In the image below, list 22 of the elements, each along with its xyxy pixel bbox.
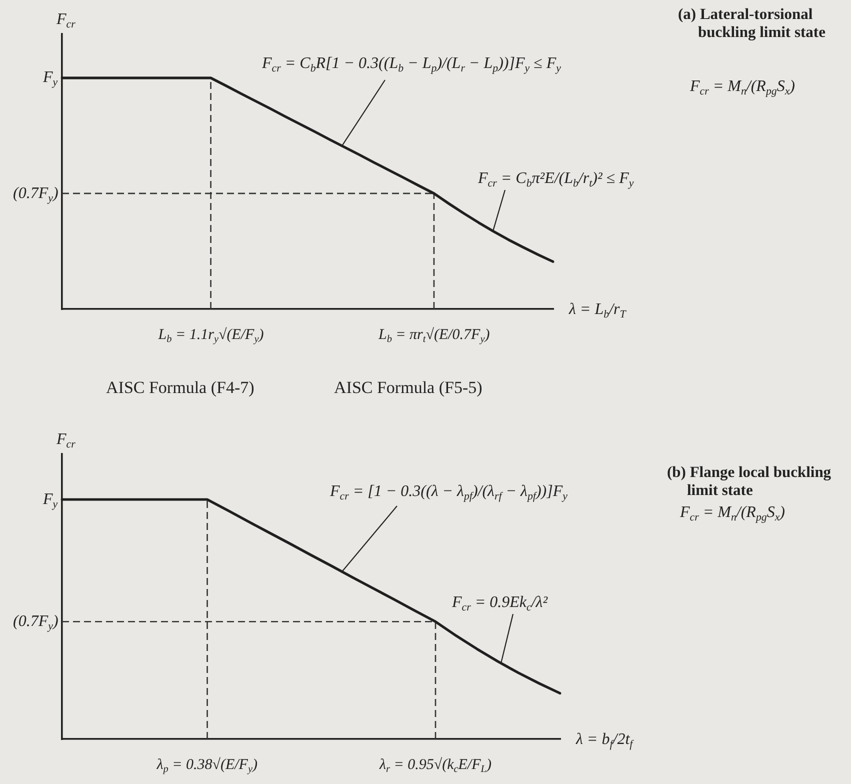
text: AISC Formula (F5-5) <box>334 378 482 398</box>
text: F$_{cr}$ = C$_{b}$R[1 − 0.3((L$_{b}$ − L$_{p}$)/(L$_{r}$ − L$_{p}$))]F$_{y}$ ≤ F$_{y}$ <box>262 54 561 74</box>
x-axis-title: λ = b$_{f}$/2t$_{f}$ <box>576 730 633 750</box>
text: (b) Flange local buckling limit state <box>667 464 832 500</box>
x-tick-label: λ$_{r}$ = 0.95√(k$_{c}$E/F$_{L}$) <box>380 756 492 776</box>
x-axis-title: λ = L$_{b}$/r$_{T}$ <box>569 300 626 320</box>
text: AISC Formula (F4-7) <box>106 378 254 398</box>
text: F$_{y}$ <box>43 68 58 89</box>
text: F$_{cr}$ = [1 − 0.3((λ − λ$_{pf}$)/(λ$_{rf}$ − λ$_{pf}$))]F$_{y}$ <box>330 482 568 502</box>
text: F$_{cr}$ = M$_{n}$/(R$_{pg}$S$_{x}$) <box>690 78 795 97</box>
y-axis-title: F$_{cr}$ <box>56 430 76 450</box>
annotation: F$_{cr}$ = 0.9Ek$_{c}$/λ² <box>452 592 548 613</box>
text: F$_{y}$ <box>43 490 58 510</box>
text: F$_{cr}$ = C$_{b}$π²E/(L$_{b}$/r$_{t}$)² ≤ F$_{y}$ <box>478 170 634 189</box>
text: F$_{cr}$ = M$_{n}$/(R$_{pg}$S$_{x}$) <box>680 504 785 523</box>
ref-line-label: (0.7F$_{y}$) <box>13 184 58 204</box>
text: (a) Lateral-torsional buckling limit state <box>678 6 826 42</box>
ref-line-label: (0.7F$_{y}$) <box>13 612 58 632</box>
x-tick-label: L$_{b}$ = 1.1r$_{y}$√(E/F$_{y}$) <box>158 326 264 346</box>
x-tick-label: λ$_{p}$ = 0.38√(E/F$_{y}$) <box>156 756 258 776</box>
x-tick-label: L$_{b}$ = πr$_{t}$√(E/0.7F$_{y}$) <box>378 326 490 346</box>
y-axis-title: F$_{cr}$ <box>56 10 76 30</box>
